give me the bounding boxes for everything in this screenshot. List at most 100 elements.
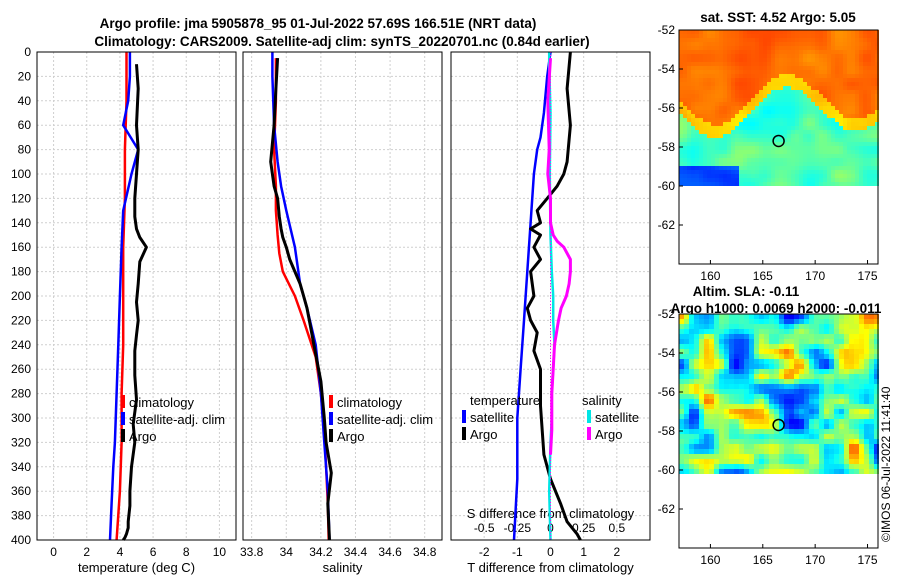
- map-cell: [811, 150, 815, 154]
- map-cell: [684, 469, 689, 474]
- map-cell: [839, 66, 843, 70]
- map-cell: [715, 182, 719, 186]
- map-cell: [794, 364, 799, 369]
- map-cell: [819, 98, 823, 102]
- map-cell: [789, 469, 794, 474]
- map-cell: [835, 110, 839, 114]
- map-cell: [739, 34, 743, 38]
- sst-map-panel: 160 165 170 175-52-54-56-58-60-62: [658, 23, 879, 283]
- map-cell: [739, 344, 744, 349]
- map-cell: [783, 142, 787, 146]
- map-cell: [684, 359, 689, 364]
- map-cell: [851, 126, 855, 130]
- map-cell: [774, 439, 779, 444]
- map-cell: [759, 324, 764, 329]
- map-cell: [723, 170, 727, 174]
- map-cell: [871, 98, 875, 102]
- map-cell: [809, 439, 814, 444]
- map-cell: [815, 106, 819, 110]
- map-cell: [724, 319, 729, 324]
- map-cell: [804, 469, 809, 474]
- map-cell: [719, 70, 723, 74]
- map-cell: [767, 122, 771, 126]
- map-cell: [814, 339, 819, 344]
- map-cell: [839, 182, 843, 186]
- map-cell: [863, 110, 867, 114]
- map-cell: [859, 90, 863, 94]
- map-cell: [864, 434, 869, 439]
- map-cell: [755, 86, 759, 90]
- map-cell: [849, 414, 854, 419]
- map-cell: [691, 182, 695, 186]
- map-cell: [803, 38, 807, 42]
- map-cell: [804, 344, 809, 349]
- map-cell: [843, 114, 847, 118]
- map-cell: [723, 110, 727, 114]
- map-cell: [839, 349, 844, 354]
- map-cell: [803, 114, 807, 118]
- map-cell: [683, 62, 687, 66]
- map-cell: [859, 404, 864, 409]
- map-cell: [839, 314, 844, 319]
- map-cell: [679, 464, 684, 469]
- map-cell: [824, 379, 829, 384]
- map-cell: [823, 142, 827, 146]
- map-cell: [691, 78, 695, 82]
- map-cell: [683, 98, 687, 102]
- map-cell: [787, 146, 791, 150]
- map-cell: [699, 110, 703, 114]
- map-cell: [759, 394, 764, 399]
- map-cell: [829, 404, 834, 409]
- map-cell: [875, 178, 879, 182]
- map-cell: [844, 449, 849, 454]
- map-cell: [747, 114, 751, 118]
- map-cell: [719, 38, 723, 42]
- map-cell: [829, 399, 834, 404]
- map-cell: [787, 58, 791, 62]
- map-cell: [843, 62, 847, 66]
- map-cell: [724, 314, 729, 319]
- map-cell: [859, 130, 863, 134]
- map-cell: [711, 166, 715, 170]
- map-cell: [723, 162, 727, 166]
- map-cell: [687, 130, 691, 134]
- map-cell: [699, 102, 703, 106]
- map-cell: [819, 86, 823, 90]
- map-cell: [715, 90, 719, 94]
- map-cell: [869, 384, 874, 389]
- map-cell: [695, 94, 699, 98]
- map-cell: [689, 369, 694, 374]
- map-cell: [735, 82, 739, 86]
- map-cell: [783, 146, 787, 150]
- map-cell: [819, 166, 823, 170]
- map-cell: [789, 389, 794, 394]
- map-cell: [771, 174, 775, 178]
- map-cell: [859, 394, 864, 399]
- figure-title-line1: Argo profile: jma 5905878_95 01-Jul-2022…: [100, 16, 537, 31]
- map-cell: [679, 154, 683, 158]
- map-cell: [851, 114, 855, 118]
- map-cell: [843, 102, 847, 106]
- map-cell: [734, 444, 739, 449]
- map-cell: [735, 34, 739, 38]
- map-cell: [764, 459, 769, 464]
- map-cell: [759, 354, 764, 359]
- map-cell: [803, 150, 807, 154]
- map-cell: [849, 324, 854, 329]
- map-cell: [787, 70, 791, 74]
- map-cell: [829, 414, 834, 419]
- map-cell: [783, 130, 787, 134]
- map-cell: [699, 134, 703, 138]
- map-cell: [709, 334, 714, 339]
- map-cell: [751, 110, 755, 114]
- map-cell: [679, 122, 683, 126]
- map-cell: [799, 98, 803, 102]
- map-cell: [703, 122, 707, 126]
- map-cell: [744, 454, 749, 459]
- map-cell: [847, 74, 851, 78]
- map-cell: [787, 38, 791, 42]
- map-cell: [844, 439, 849, 444]
- map-cell: [869, 374, 874, 379]
- map-cell: [859, 98, 863, 102]
- map-cell: [844, 314, 849, 319]
